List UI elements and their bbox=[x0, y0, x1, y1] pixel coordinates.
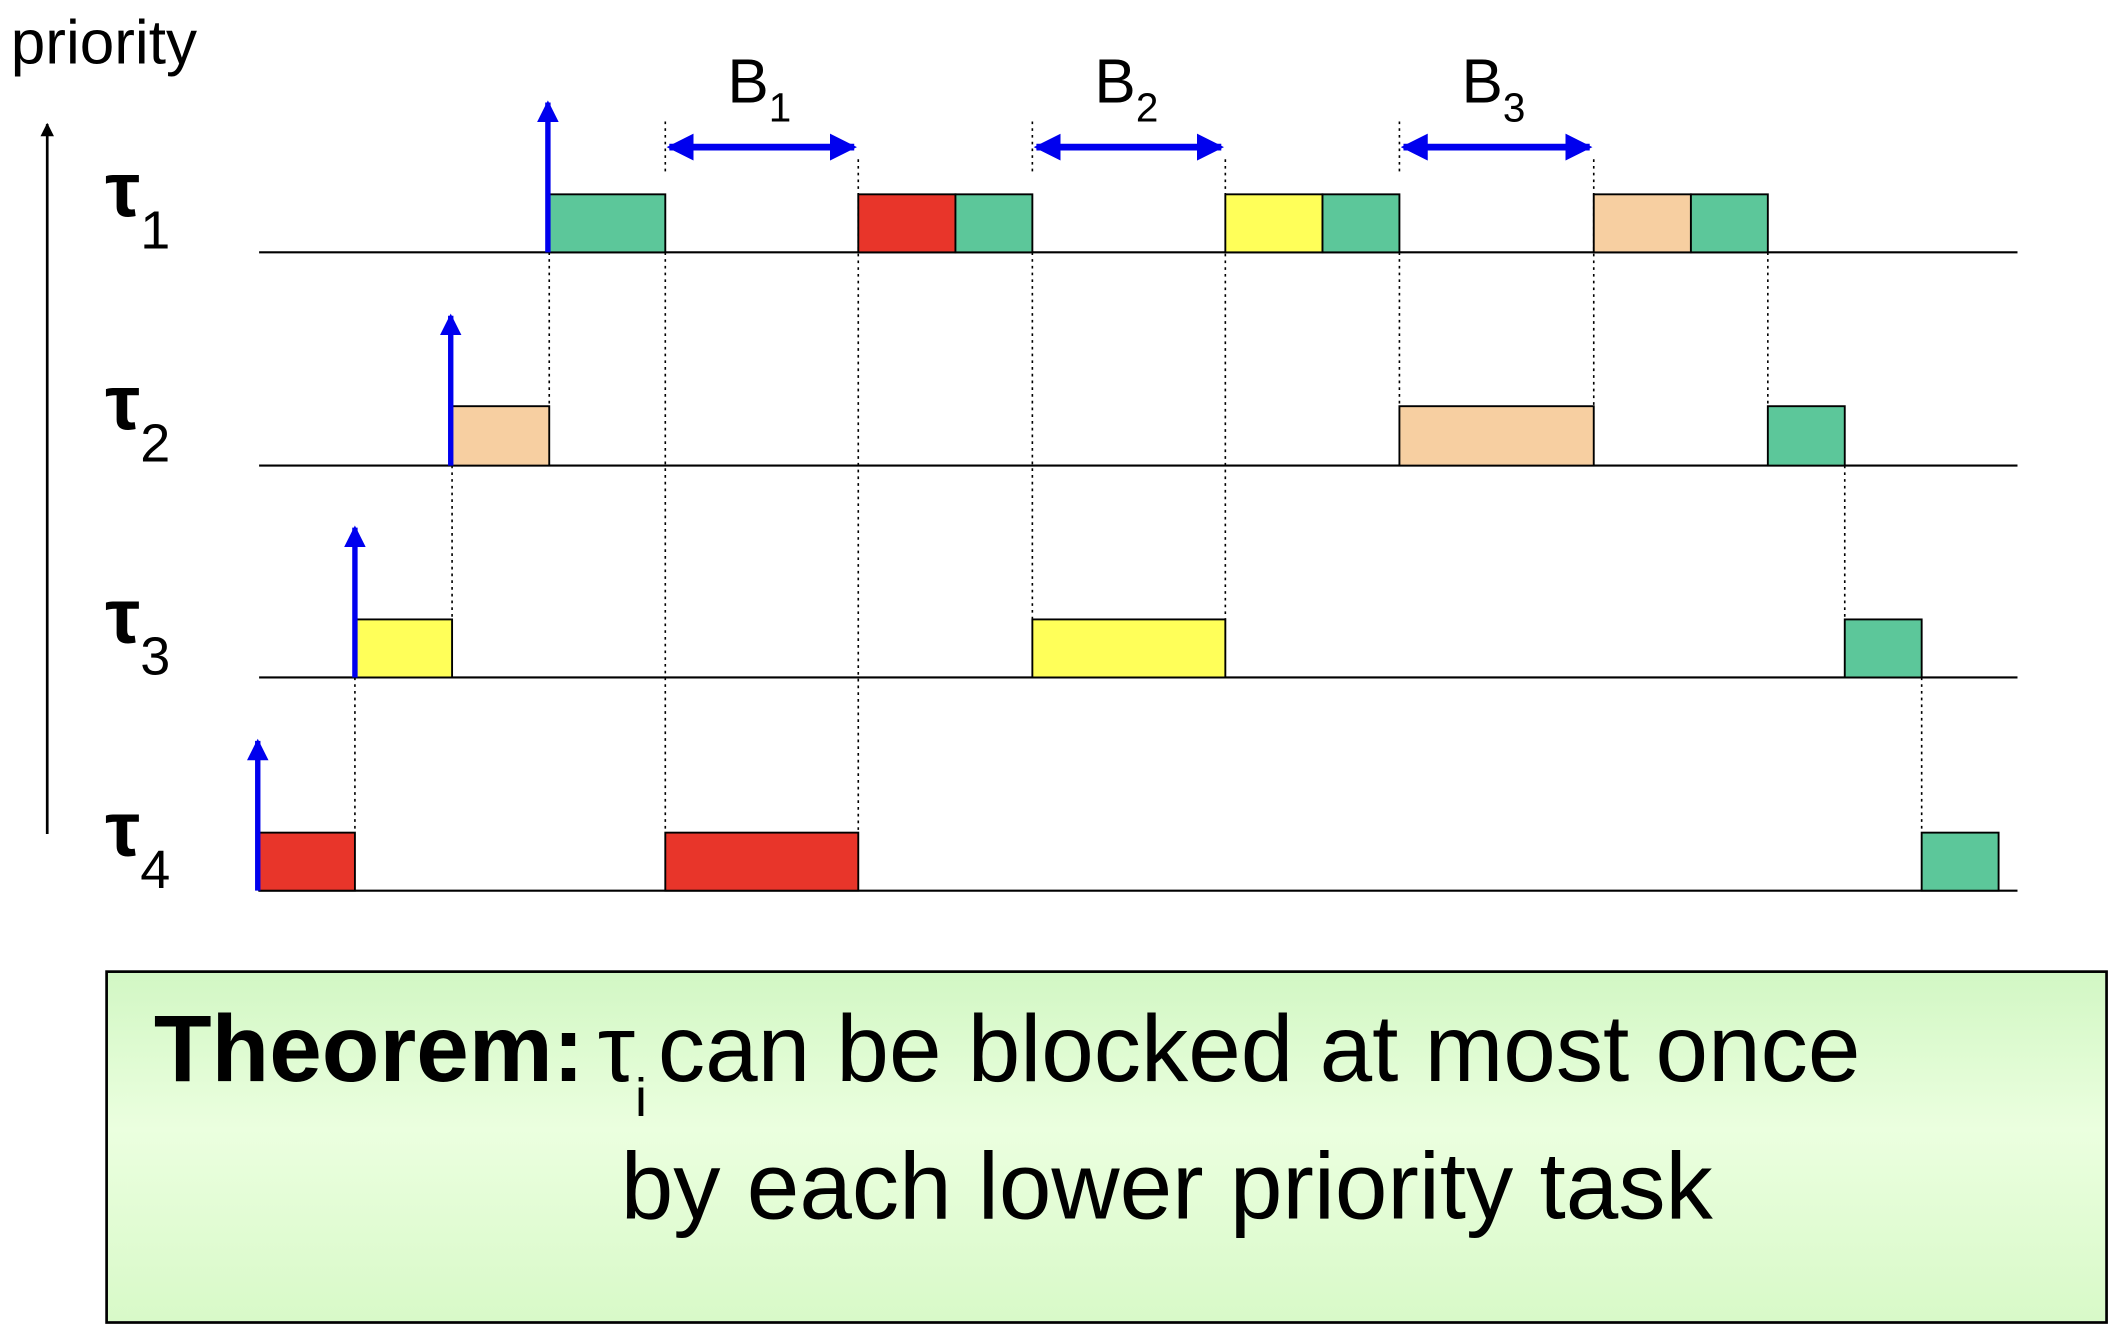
exec-block-task1-critical-red bbox=[857, 193, 957, 254]
theorem-task-symbol: τ bbox=[597, 995, 636, 1102]
priority-inversion-timeline: priority τ1 τ2 τ3 τ4 bbox=[11, 8, 2018, 900]
exec-block-task1 bbox=[954, 193, 1034, 254]
theorem-text-line-1: can be blocked at most once bbox=[657, 995, 1861, 1102]
exec-block-task1 bbox=[1689, 193, 1769, 254]
task-label-3: τ3 bbox=[105, 571, 170, 686]
blocking-label-1: B1 bbox=[727, 48, 791, 131]
exec-block-task3-critical bbox=[1031, 618, 1227, 679]
exec-block-task1 bbox=[548, 193, 667, 254]
theorem-text-line-2: by each lower priority task bbox=[620, 1133, 1713, 1239]
exec-block-task1-critical-peach bbox=[1592, 193, 1692, 254]
task-label-1: τ1 bbox=[105, 145, 170, 260]
theorem-line-1: Theorem: τi can be blocked at most once bbox=[153, 995, 1861, 1128]
theorem-task-subscript: i bbox=[635, 1068, 648, 1129]
exec-block-task2 bbox=[1766, 405, 1846, 467]
exec-block-task4 bbox=[1920, 831, 2000, 892]
exec-block-task3 bbox=[1843, 618, 1923, 679]
blocking-label-3: B3 bbox=[1461, 48, 1525, 131]
exec-block-task4-critical bbox=[664, 831, 860, 892]
task-label-2: τ2 bbox=[105, 358, 170, 473]
task-label-4: τ4 bbox=[105, 785, 170, 900]
exec-block-task1-critical-yellow bbox=[1224, 193, 1324, 254]
exec-block-task2-critical bbox=[1398, 405, 1595, 467]
theorem-label: Theorem: bbox=[153, 995, 585, 1102]
exec-block-task1 bbox=[1321, 193, 1401, 254]
theorem-box: Theorem: τi can be blocked at most once by… bbox=[105, 970, 2108, 1324]
exec-block-task3 bbox=[353, 618, 454, 679]
blocking-label-2: B2 bbox=[1094, 48, 1158, 131]
exec-block-task2 bbox=[451, 405, 551, 467]
priority-axis-label: priority bbox=[11, 8, 197, 77]
exec-block-task4 bbox=[258, 831, 356, 892]
